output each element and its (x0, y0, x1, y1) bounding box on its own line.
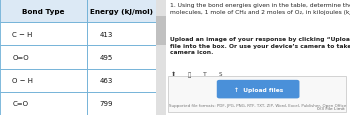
FancyBboxPatch shape (217, 80, 300, 99)
Bar (87, 0, 156, 23)
Text: 📷: 📷 (188, 71, 191, 77)
Text: 799: 799 (100, 101, 113, 106)
Text: ⬆: ⬆ (171, 72, 176, 77)
Text: Upload an image of your response by clicking “Upload files” or by dragging and d: Upload an image of your response by clic… (170, 37, 350, 54)
Text: 1. Using the bond energies given in the table, determine the total bond energy o: 1. Using the bond energies given in the … (170, 3, 350, 15)
Text: C=O: C=O (13, 101, 28, 106)
Text: Supported file formats: PDF, JPG, PNG, RTF, TXT, ZIP, Word, Excel, Publisher, Op: Supported file formats: PDF, JPG, PNG, R… (169, 103, 347, 107)
Text: 0/3 File Limit: 0/3 File Limit (317, 106, 344, 110)
Bar (0, 23, 87, 46)
Bar (0, 0, 87, 23)
Text: 463: 463 (100, 78, 113, 83)
Text: O=O: O=O (13, 55, 29, 60)
Text: ↑  Upload files: ↑ Upload files (233, 87, 283, 92)
Text: Energy (kJ/mol): Energy (kJ/mol) (90, 9, 153, 14)
Bar (0, 46, 87, 69)
Text: S: S (219, 72, 222, 77)
Bar (87, 69, 156, 92)
Text: O − H: O − H (13, 78, 34, 83)
Bar (168, 76, 346, 112)
Bar (0, 92, 87, 115)
Text: 495: 495 (100, 55, 113, 60)
Bar (87, 23, 156, 46)
Text: C − H: C − H (13, 32, 33, 37)
Text: 413: 413 (100, 32, 113, 37)
Text: Bond Type: Bond Type (22, 9, 65, 14)
Bar (87, 92, 156, 115)
Bar (87, 46, 156, 69)
Bar (156, 17, 166, 46)
Text: T: T (203, 72, 207, 77)
Bar (0, 69, 87, 92)
